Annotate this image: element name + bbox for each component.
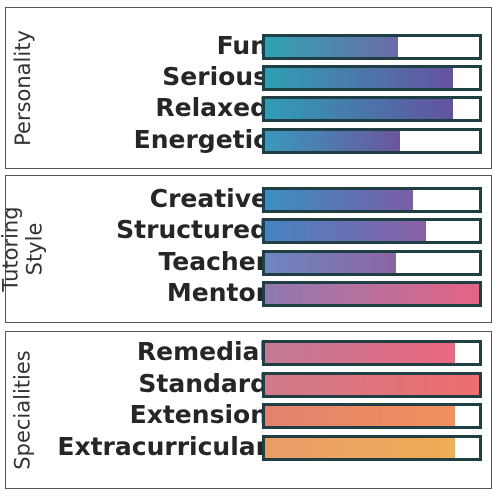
trait-bar bbox=[262, 65, 482, 91]
trait-label: Fun bbox=[216, 31, 268, 60]
trait-bar-fill bbox=[265, 406, 455, 426]
trait-bar-fill bbox=[265, 37, 398, 57]
trait-label: Extension bbox=[129, 400, 268, 429]
trait-bar bbox=[262, 187, 482, 213]
section-title-text: Personality bbox=[11, 30, 35, 146]
section-title-line: Style bbox=[23, 222, 48, 276]
trait-label: Structured bbox=[116, 215, 268, 244]
trait-bar-fill bbox=[265, 284, 479, 304]
trait-label: Extracurricular bbox=[57, 432, 268, 461]
trait-bar bbox=[262, 250, 482, 276]
trait-bar bbox=[262, 34, 482, 60]
section-title-text: Tutoring Style bbox=[0, 206, 47, 291]
trait-label: Serious bbox=[162, 62, 268, 91]
trait-bar bbox=[262, 96, 482, 122]
trait-bar-fill bbox=[265, 190, 413, 210]
trait-bar bbox=[262, 435, 482, 461]
section-title-line: Specialities bbox=[11, 350, 35, 470]
section-title-line: Tutoring bbox=[0, 206, 24, 292]
trait-bar-fill bbox=[265, 343, 455, 363]
trait-bar bbox=[262, 340, 482, 366]
trait-bar-fill bbox=[265, 221, 426, 241]
section-title: Tutoring Style bbox=[0, 176, 47, 322]
trait-bar bbox=[262, 218, 482, 244]
trait-bar bbox=[262, 372, 482, 398]
section-title-line: Personality bbox=[11, 30, 35, 146]
trait-label: Creative bbox=[149, 184, 268, 213]
trait-bar bbox=[262, 403, 482, 429]
trait-bar-fill bbox=[265, 131, 400, 151]
trait-bar-fill bbox=[265, 375, 479, 395]
section-title: Personality bbox=[6, 8, 40, 168]
trait-label: Relaxed bbox=[155, 93, 268, 122]
trait-bar bbox=[262, 281, 482, 307]
trait-bar-fill bbox=[265, 438, 455, 458]
section-title-text: Specialities bbox=[11, 350, 35, 469]
trait-bar-fill bbox=[265, 253, 396, 273]
trait-label: Remedial bbox=[136, 337, 268, 366]
trait-bar-fill bbox=[265, 68, 453, 88]
section-title: Specialities bbox=[6, 332, 40, 488]
trait-bar bbox=[262, 128, 482, 154]
trait-label: Teacher bbox=[158, 247, 268, 276]
trait-label: Standard bbox=[138, 369, 268, 398]
trait-label: Mentor bbox=[166, 278, 268, 307]
trait-label: Energetic bbox=[133, 125, 268, 154]
trait-bar-fill bbox=[265, 99, 453, 119]
